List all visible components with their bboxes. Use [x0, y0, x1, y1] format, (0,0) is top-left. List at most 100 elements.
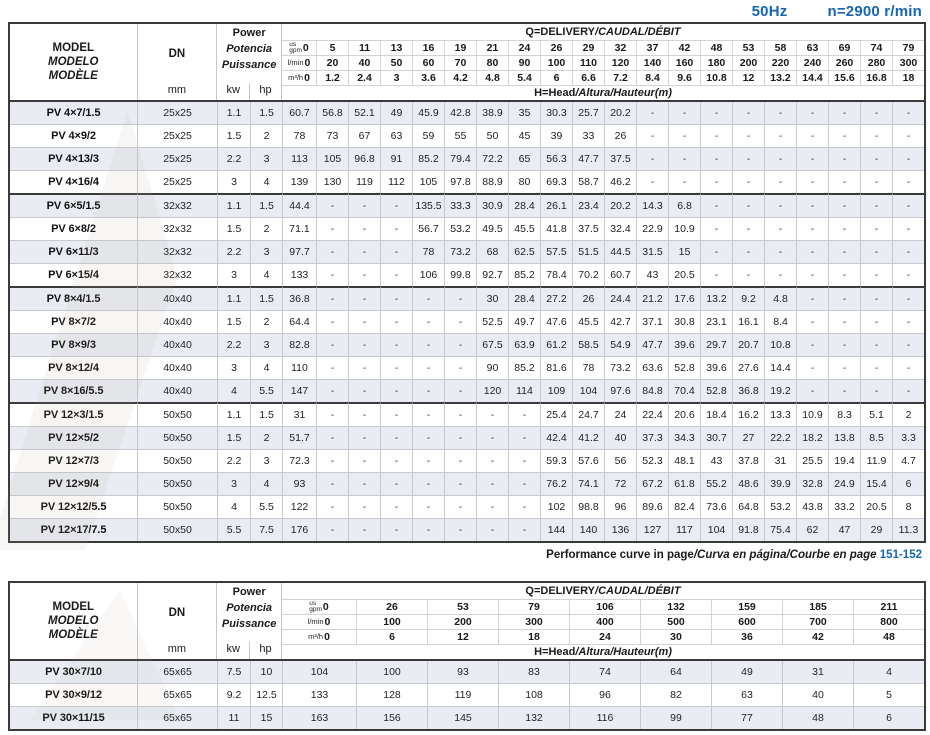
flow-unit-cell: us gpm 0 [282, 600, 356, 614]
head-value-cell: 99.8 [444, 263, 476, 286]
head-value-cell: - [764, 147, 796, 170]
head-value-cell: 63.9 [508, 333, 540, 356]
head-value-cell: - [700, 170, 732, 193]
pump-data-table-small-models: MODEL MODELO MODÈLE DN mm Power Potencia… [8, 22, 926, 543]
head-value-cell: - [828, 310, 860, 333]
kw-label: kw [226, 84, 240, 96]
head-value-cell: 147 [282, 379, 316, 402]
head-value-cell: 56 [604, 449, 636, 472]
q-value-cell: 42 [668, 41, 700, 55]
head-value-cell: - [476, 518, 508, 541]
head-value-cell: - [700, 102, 732, 124]
head-value-cell: 31 [764, 449, 796, 472]
hp-cell: 1.5 [250, 402, 282, 426]
head-value-cell: - [828, 147, 860, 170]
head-value-cell: 37.3 [636, 426, 668, 449]
head-value-cell: 10.9 [668, 217, 700, 240]
table-body: PV 4×7/1.5 25x25 1.1 1.5 60.7 56.8 52.1 49 45.9 4… [10, 102, 924, 541]
kw-cell: 3 [217, 356, 250, 379]
head-value-cell: 21.2 [636, 286, 668, 310]
hp-label: hp [249, 642, 281, 659]
model-cell: PV 30×7/10 [10, 661, 137, 683]
head-value-cell: 22.2 [764, 426, 796, 449]
model-column-header: MODEL MODELO MODÈLE [10, 24, 137, 100]
q-value-cell: 159 [711, 600, 782, 614]
dn-cell: 25x25 [137, 102, 217, 124]
head-value-cell: 55.2 [700, 472, 732, 495]
pump-data-table-large-models: MODEL MODELO MODÈLE DN mm Power Potencia… [8, 581, 926, 731]
head-value-cell: - [412, 333, 444, 356]
q-value-cell: 1.2 [316, 71, 348, 85]
q-value-cell: 60 [412, 56, 444, 70]
head-value-cell: 130 [316, 170, 348, 193]
q-value-cell: 58 [764, 41, 796, 55]
head-value-cell: 51.5 [572, 240, 604, 263]
head-value-cell: 37.1 [636, 310, 668, 333]
q-value-cell: 211 [853, 600, 924, 614]
hp-cell: 10 [250, 661, 282, 683]
head-value-cell: 37.5 [604, 147, 636, 170]
head-value-cell: - [508, 495, 540, 518]
power-label-es: Potencia [226, 602, 273, 614]
dn-cell: 32x32 [137, 263, 217, 286]
head-value-cell: 38.9 [476, 102, 508, 124]
head-value-cell: 5 [853, 683, 924, 706]
head-value-cell: 43 [700, 449, 732, 472]
head-value-cell: - [316, 263, 348, 286]
head-value-cell: 98.8 [572, 495, 604, 518]
head-value-cell: 62 [796, 518, 828, 541]
head-value-cell: 78.4 [540, 263, 572, 286]
q-value-cell: 6 [540, 71, 572, 85]
head-value-cell: - [316, 217, 348, 240]
q-value-cell: 160 [668, 56, 700, 70]
q-value-cell: 16.8 [860, 71, 892, 85]
kw-cell: 2.2 [217, 449, 250, 472]
head-value-cell: - [508, 426, 540, 449]
head-value-cell: 47 [828, 518, 860, 541]
head-value-cell: 43.8 [796, 495, 828, 518]
head-value-cell: 32.4 [604, 217, 636, 240]
head-value-cell: 13.8 [828, 426, 860, 449]
head-value-cell: - [860, 217, 892, 240]
head-value-cell: - [412, 495, 444, 518]
head-value-cell: - [828, 356, 860, 379]
head-value-cell: 57.6 [572, 449, 604, 472]
head-value-cell: 19.2 [764, 379, 796, 402]
q-value-cell: 24 [569, 630, 640, 644]
q-value-cell: 53 [732, 41, 764, 55]
head-value-cell: 60.7 [604, 263, 636, 286]
head-value-cell: 156 [356, 706, 427, 729]
q-value-cell: 6.6 [572, 71, 604, 85]
head-value-cell: 109 [540, 379, 572, 402]
head-value-cell: - [444, 472, 476, 495]
footnote-en: Performance curve in page [546, 549, 694, 561]
head-value-cell: - [380, 356, 412, 379]
model-cell: PV 6×11/3 [10, 240, 137, 263]
head-value-cell: - [892, 379, 924, 402]
head-value-cell: 28.4 [508, 193, 540, 217]
q-value-cell: 300 [892, 56, 924, 70]
head-value-cell: 119 [348, 170, 380, 193]
head-value-cell: - [732, 263, 764, 286]
head-value-cell: - [636, 124, 668, 147]
head-value-cell: 26 [604, 124, 636, 147]
dn-label: DN [168, 47, 186, 60]
head-value-cell: - [732, 193, 764, 217]
head-value-cell: - [316, 426, 348, 449]
q-value-cell: 37 [636, 41, 668, 55]
kw-cell: 9.2 [217, 683, 250, 706]
model-label-en: MODEL [52, 42, 95, 54]
head-value-cell: - [796, 356, 828, 379]
head-value-cell: - [860, 193, 892, 217]
dn-cell: 25x25 [137, 147, 217, 170]
q-value-cell: 4.2 [444, 71, 476, 85]
dn-cell: 40x40 [137, 379, 217, 402]
kw-cell: 4 [217, 495, 250, 518]
dn-cell: 50x50 [137, 426, 217, 449]
q-value-cell: 24 [508, 41, 540, 55]
head-value-cell: - [444, 402, 476, 426]
q-value-cell: 185 [782, 600, 853, 614]
head-value-cell: - [732, 170, 764, 193]
head-value-cell: 49 [711, 661, 782, 683]
head-value-cell: 88.9 [476, 170, 508, 193]
